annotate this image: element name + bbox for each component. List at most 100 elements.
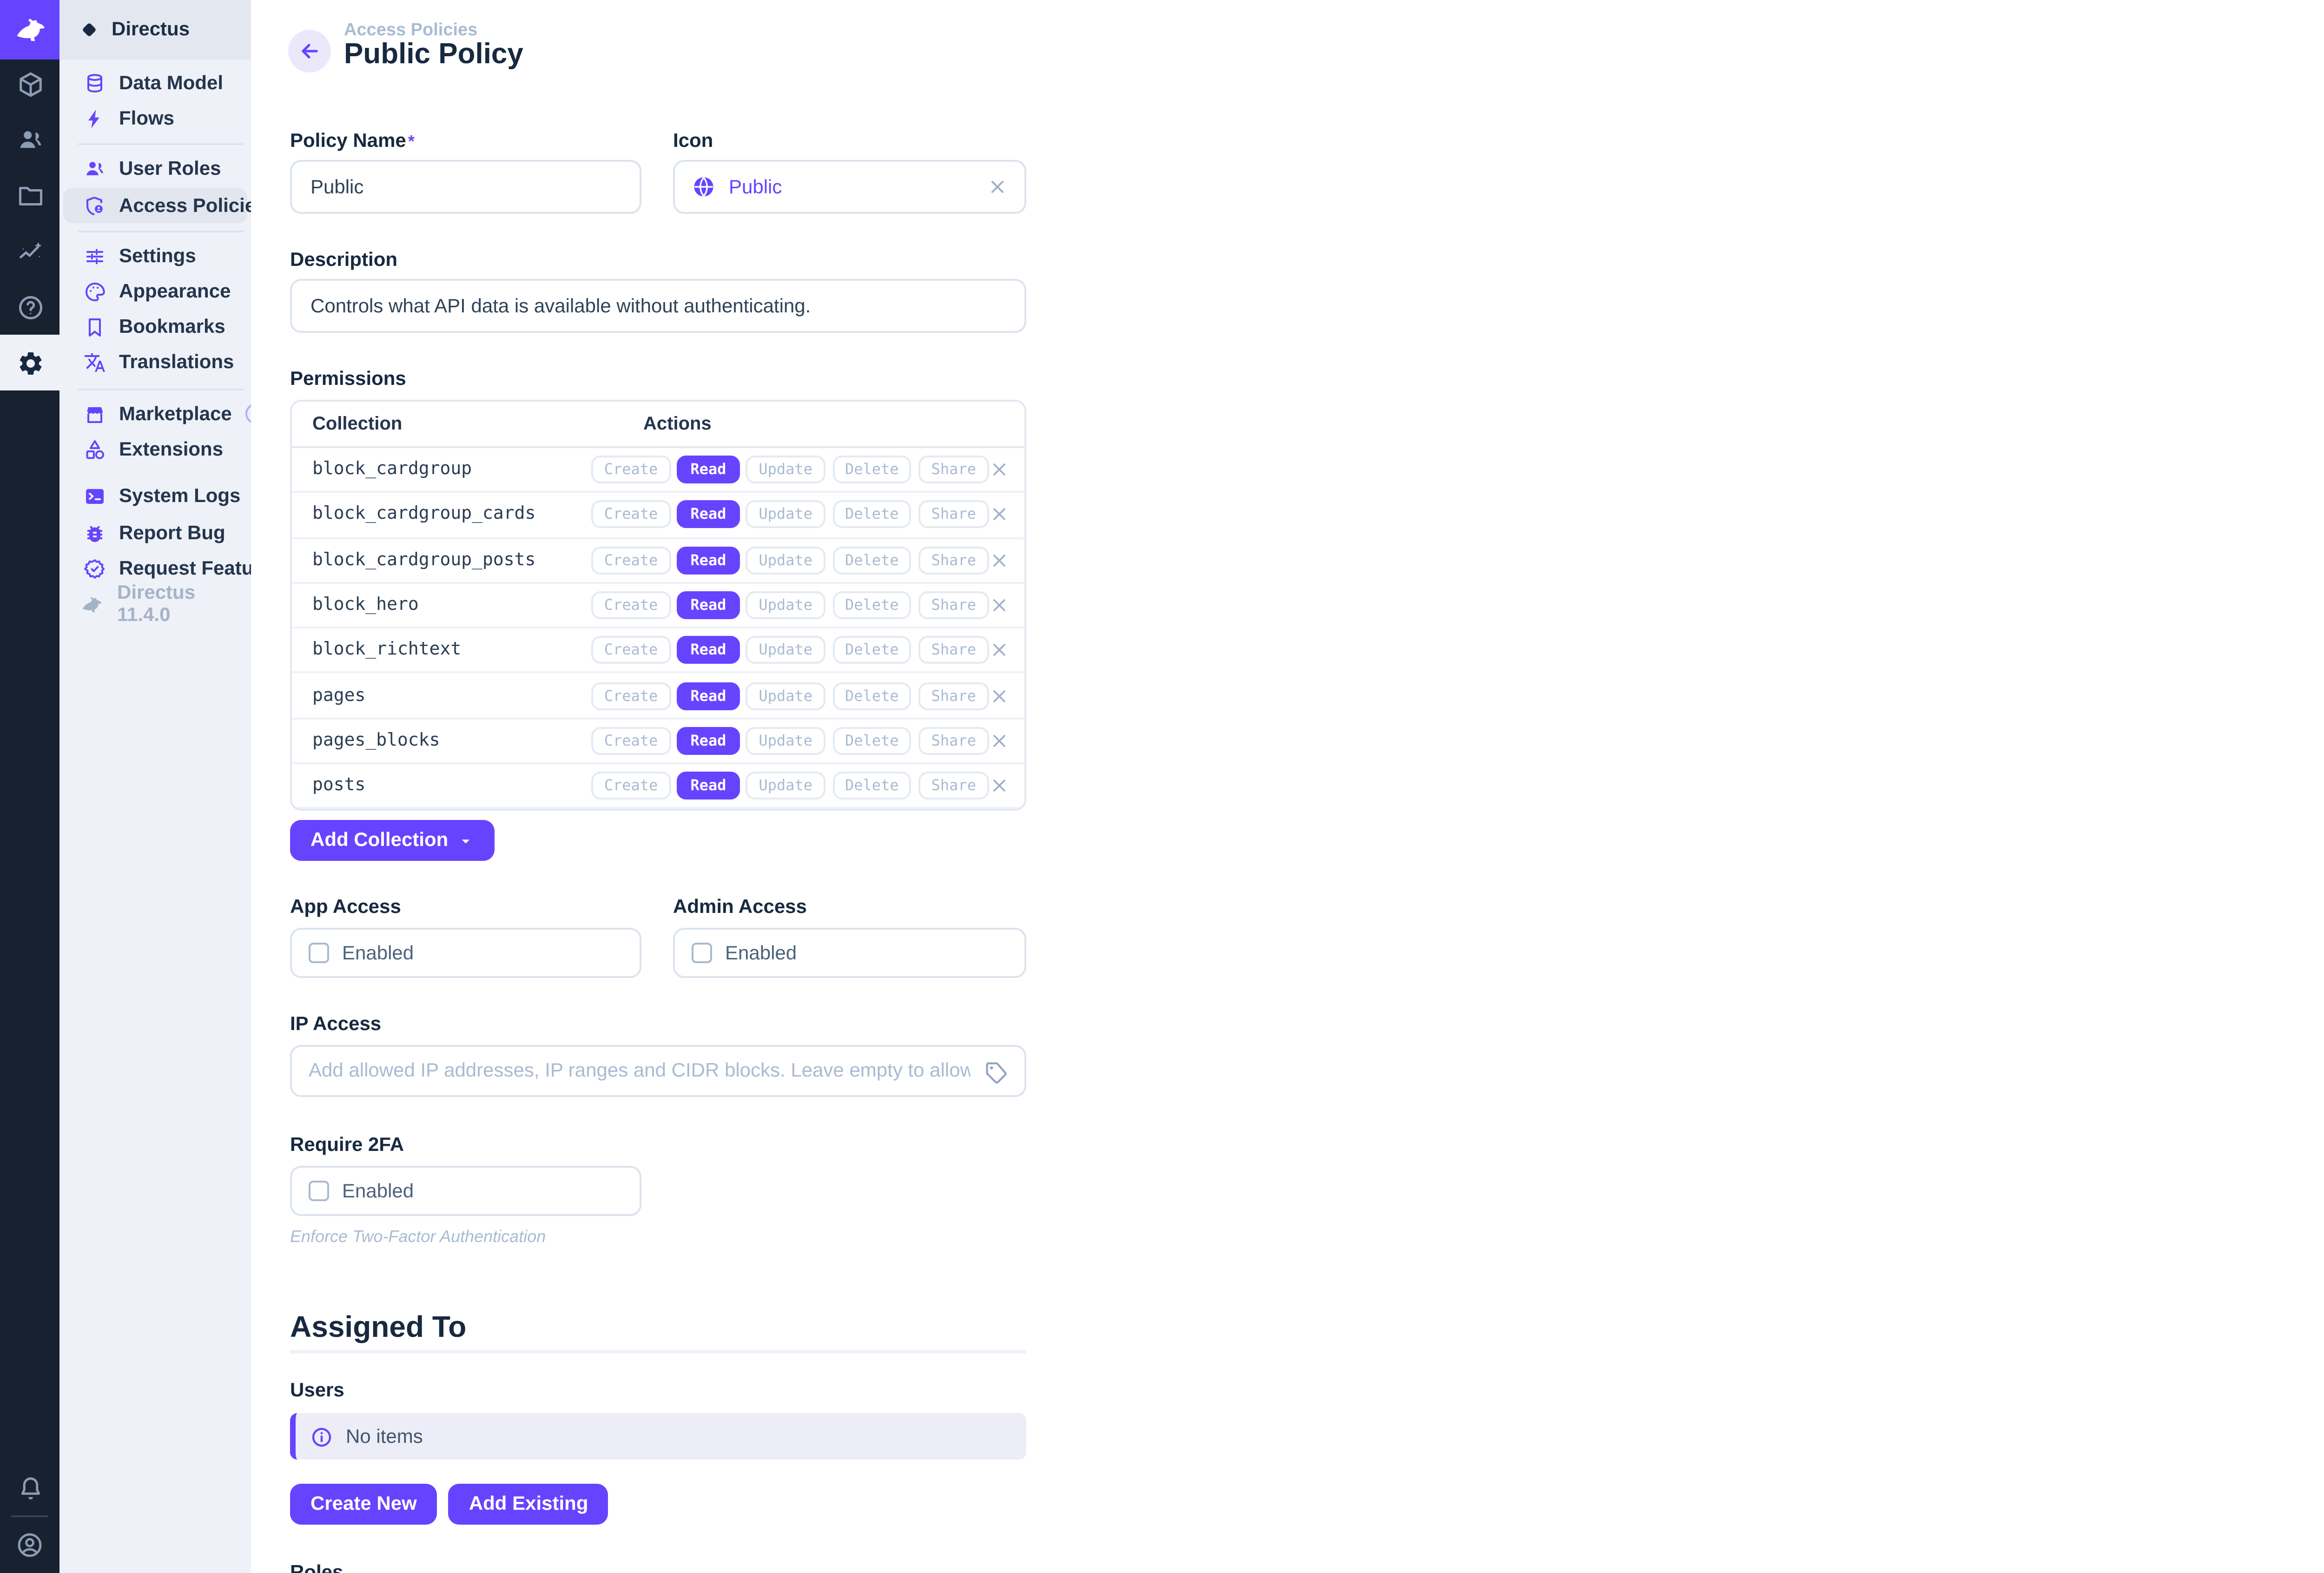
folder-icon: [16, 181, 44, 209]
icon-select-field[interactable]: Public: [673, 160, 1026, 214]
remove-row-icon[interactable]: [989, 731, 1010, 751]
require-2fa-checkbox[interactable]: [309, 1181, 329, 1202]
delete-permission-chip[interactable]: Delete: [832, 546, 912, 574]
update-permission-chip[interactable]: Update: [746, 772, 825, 800]
remove-row-icon[interactable]: [989, 550, 1010, 570]
breadcrumb[interactable]: Access Policies: [344, 20, 478, 41]
remove-row-icon[interactable]: [989, 776, 1010, 796]
read-permission-chip[interactable]: Read: [677, 456, 739, 484]
delete-permission-chip[interactable]: Delete: [832, 772, 912, 800]
sidebar-item-translations[interactable]: Translations: [63, 345, 247, 381]
create-permission-chip[interactable]: Create: [591, 501, 671, 529]
help-module-button[interactable]: [0, 279, 59, 335]
description-input[interactable]: [290, 279, 1026, 333]
update-permission-chip[interactable]: Update: [746, 501, 825, 529]
read-permission-chip[interactable]: Read: [677, 681, 739, 710]
share-permission-chip[interactable]: Share: [918, 681, 989, 710]
admin-access-checkbox[interactable]: [692, 943, 712, 964]
caret-down-icon: [457, 833, 474, 850]
share-permission-chip[interactable]: Share: [918, 546, 989, 574]
share-permission-chip[interactable]: Share: [918, 727, 989, 755]
remove-row-icon[interactable]: [989, 505, 1010, 525]
read-permission-chip[interactable]: Read: [677, 501, 739, 529]
remove-row-icon[interactable]: [989, 686, 1010, 706]
share-permission-chip[interactable]: Share: [918, 636, 989, 665]
sidebar-item-report-bug[interactable]: Report Bug: [63, 515, 247, 551]
app-access-label: App Access: [290, 897, 401, 919]
project-menu[interactable]: Directus: [59, 0, 251, 59]
create-permission-chip[interactable]: Create: [591, 681, 671, 710]
sidebar-item-appearance[interactable]: Appearance: [63, 274, 247, 310]
module-bar: [0, 0, 59, 1573]
sidebar-item-flows[interactable]: Flows: [63, 102, 247, 138]
share-permission-chip[interactable]: Share: [918, 591, 989, 620]
bolt-icon: [84, 108, 106, 131]
update-permission-chip[interactable]: Update: [746, 546, 825, 574]
people-icon: [16, 126, 44, 153]
sidebar-item-marketplace[interactable]: Marketplace Beta: [63, 396, 297, 432]
share-permission-chip[interactable]: Share: [918, 772, 989, 800]
user-directory-module-button[interactable]: [0, 112, 59, 167]
app-version-label: Directus 11.4.0: [117, 582, 196, 627]
share-permission-chip[interactable]: Share: [918, 456, 989, 484]
delete-permission-chip[interactable]: Delete: [832, 681, 912, 710]
update-permission-chip[interactable]: Update: [746, 636, 825, 665]
box-icon: [16, 70, 44, 98]
policy-name-input[interactable]: [290, 160, 641, 214]
sidebar-item-bookmarks[interactable]: Bookmarks: [63, 310, 247, 346]
read-permission-chip[interactable]: Read: [677, 591, 739, 620]
sidebar-item-extensions[interactable]: Extensions: [63, 432, 247, 468]
sidebar-item-user-roles[interactable]: User Roles: [63, 152, 247, 188]
insights-module-button[interactable]: [0, 223, 59, 279]
policy-name-label: Policy Name *: [290, 130, 415, 152]
remove-row-icon[interactable]: [989, 595, 1010, 615]
remove-row-icon[interactable]: [989, 460, 1010, 480]
sidebar-item-data-model[interactable]: Data Model: [63, 66, 247, 102]
create-permission-chip[interactable]: Create: [591, 546, 671, 574]
read-permission-chip[interactable]: Read: [677, 772, 739, 800]
sidebar-item-access-policies[interactable]: Access Policies: [63, 188, 267, 224]
help-icon: [16, 293, 44, 321]
create-permission-chip[interactable]: Create: [591, 727, 671, 755]
share-permission-chip[interactable]: Share: [918, 501, 989, 529]
create-permission-chip[interactable]: Create: [591, 772, 671, 800]
collection-name: block_hero: [312, 595, 419, 616]
sidebar-item-request-feature[interactable]: Request Feature: [63, 551, 272, 587]
notifications-button[interactable]: [0, 1460, 59, 1515]
database-icon: [84, 73, 106, 95]
read-permission-chip[interactable]: Read: [677, 636, 739, 665]
create-permission-chip[interactable]: Create: [591, 456, 671, 484]
read-permission-chip[interactable]: Read: [677, 546, 739, 574]
add-existing-button[interactable]: Add Existing: [448, 1484, 609, 1526]
delete-permission-chip[interactable]: Delete: [832, 636, 912, 665]
remove-row-icon[interactable]: [989, 640, 1010, 661]
update-permission-chip[interactable]: Update: [746, 456, 825, 484]
sidebar-item-settings[interactable]: Settings: [63, 238, 247, 274]
clear-icon-button[interactable]: [987, 177, 1008, 197]
app-access-checkbox[interactable]: [309, 943, 329, 964]
update-permission-chip[interactable]: Update: [746, 591, 825, 620]
file-library-module-button[interactable]: [0, 167, 59, 223]
sidebar-item-label: User Roles: [119, 159, 221, 181]
content-module-button[interactable]: [0, 56, 59, 112]
delete-permission-chip[interactable]: Delete: [832, 727, 912, 755]
back-button[interactable]: [288, 30, 331, 73]
settings-module-button[interactable]: [0, 335, 59, 390]
update-permission-chip[interactable]: Update: [746, 727, 825, 755]
nav-divider: [78, 388, 244, 390]
add-collection-button[interactable]: Add Collection: [290, 820, 495, 862]
create-permission-chip[interactable]: Create: [591, 591, 671, 620]
update-permission-chip[interactable]: Update: [746, 681, 825, 710]
directus-logo[interactable]: [0, 0, 59, 59]
create-permission-chip[interactable]: Create: [591, 636, 671, 665]
delete-permission-chip[interactable]: Delete: [832, 501, 912, 529]
delete-permission-chip[interactable]: Delete: [832, 456, 912, 484]
delete-permission-chip[interactable]: Delete: [832, 591, 912, 620]
sidebar-item-label: Report Bug: [119, 522, 225, 544]
sidebar-item-system-logs[interactable]: System Logs: [63, 480, 247, 516]
user-menu-button[interactable]: [0, 1517, 59, 1573]
read-permission-chip[interactable]: Read: [677, 727, 739, 755]
ip-access-field[interactable]: Add allowed IP addresses, IP ranges and …: [290, 1045, 1026, 1098]
tune-icon: [84, 245, 106, 267]
create-new-button[interactable]: Create New: [290, 1484, 437, 1526]
